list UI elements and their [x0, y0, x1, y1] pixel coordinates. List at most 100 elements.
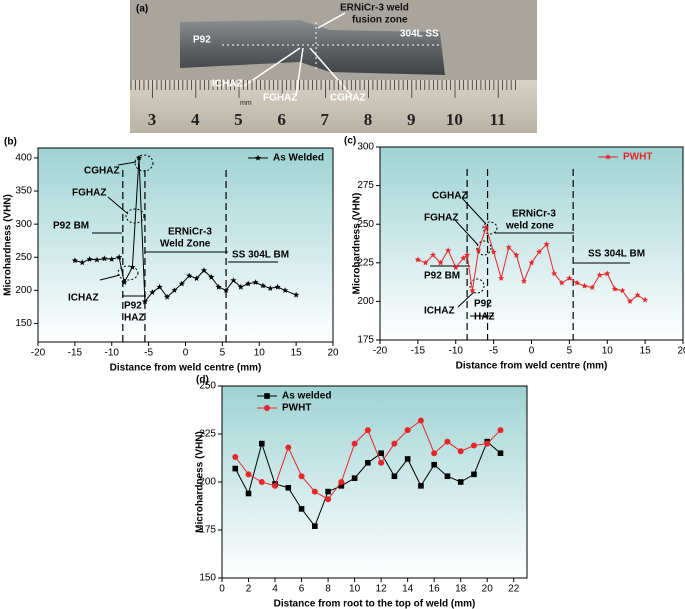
annotation-text: CGHAZ FGHAZ P92 BM ERNiCr-3 Weld Zone SS… — [53, 166, 645, 324]
legend-marker — [255, 154, 261, 161]
legend-marker — [605, 153, 611, 160]
annotations-c — [430, 197, 630, 317]
marker — [156, 283, 163, 290]
annotation: CGHAZ — [432, 191, 468, 202]
marker — [431, 450, 438, 457]
photo-text: CGHAZ — [330, 93, 366, 104]
marker — [378, 459, 385, 466]
y-tick-label: 400 — [15, 153, 32, 164]
marker — [171, 287, 178, 293]
marker — [200, 267, 207, 274]
x-tick-label: 0 — [183, 348, 189, 359]
panel-label: (c) — [344, 136, 356, 147]
y-tick-label: 225 — [357, 257, 374, 268]
zone-circle — [469, 278, 485, 294]
x-tick-label: -10 — [105, 348, 120, 359]
x-tick-label: 22 — [508, 584, 520, 595]
marker — [186, 272, 193, 279]
marker — [566, 275, 573, 281]
y-tick-label: 300 — [357, 142, 374, 153]
marker — [252, 279, 259, 285]
marker — [298, 473, 305, 480]
marker — [596, 272, 603, 278]
marker — [311, 488, 318, 495]
plot-area — [38, 148, 333, 342]
marker — [71, 257, 78, 264]
pointer — [243, 12, 353, 97]
y-axis-title: Microhardness (VHN) — [352, 193, 363, 295]
legend-label: As Welded — [273, 153, 324, 164]
y-tick-label: 275 — [357, 180, 374, 191]
marker — [457, 448, 464, 455]
specimen — [180, 20, 445, 75]
x-tick-label: 4 — [272, 584, 278, 595]
ruler-label: 10 — [446, 110, 463, 129]
marker — [325, 496, 332, 503]
marker — [391, 440, 398, 447]
marker — [178, 280, 185, 287]
marker — [475, 247, 482, 253]
ruler-label: 11 — [490, 110, 506, 129]
marker — [285, 484, 292, 491]
marker — [274, 283, 281, 290]
annotation: HAZ — [124, 313, 145, 324]
annotation: P92 BM — [53, 221, 89, 232]
x-tick-label: 6 — [299, 584, 305, 595]
marker — [149, 289, 156, 295]
marker — [136, 154, 143, 161]
annotation: SS 304L BM — [588, 249, 645, 260]
marker — [484, 440, 491, 447]
annotation: FGHAZ — [424, 213, 458, 224]
marker — [437, 259, 444, 266]
panel-label: (a) — [136, 4, 148, 15]
marker — [497, 450, 504, 456]
x-tick-label: -20 — [31, 348, 46, 359]
annotation: ERNiCr-3 — [168, 227, 212, 238]
marker — [460, 255, 467, 261]
x-tick-label: 20 — [482, 584, 494, 595]
annotation: CGHAZ — [84, 166, 120, 177]
y-tick-label: 200 — [199, 477, 216, 488]
marker — [634, 292, 641, 298]
marker — [483, 224, 490, 230]
marker — [505, 244, 512, 250]
marker — [293, 291, 300, 298]
x-tick-label: -15 — [411, 346, 426, 357]
y-tick-label: 200 — [357, 296, 374, 307]
marker — [101, 255, 108, 262]
marker — [121, 279, 128, 285]
marker — [215, 283, 222, 290]
y-axis-title: Microhardness (VHN) — [195, 431, 206, 533]
marker — [193, 275, 200, 281]
y-tick-label: 225 — [199, 429, 216, 440]
ruler — [130, 80, 537, 133]
photo-text: ERNiCr-3 weld — [340, 3, 409, 14]
marker — [391, 473, 398, 480]
y-axis-title: Microhardness (VHN) — [3, 194, 14, 296]
x-tick-label: 12 — [376, 584, 388, 595]
marker — [471, 471, 477, 478]
marker — [245, 280, 252, 287]
y-tick-label: 200 — [15, 285, 32, 296]
marker — [94, 256, 100, 263]
x-tick-label: 16 — [429, 584, 441, 595]
zone-circle — [482, 221, 498, 235]
y-tick-label: 250 — [199, 381, 216, 392]
y-tick-label: 350 — [15, 186, 32, 197]
marker — [414, 256, 421, 263]
marker — [285, 444, 292, 451]
marker — [259, 282, 266, 289]
x-tick-label: 0 — [219, 584, 225, 595]
x-axis-title: Distance from weld centre (mm) — [456, 361, 608, 372]
marker — [452, 264, 459, 270]
y-tick-label: 250 — [15, 252, 32, 263]
x-tick-label: 10 — [602, 346, 614, 357]
plot-area — [380, 147, 683, 340]
x-tick-label: 0 — [529, 346, 535, 357]
marker — [258, 479, 265, 485]
marker — [351, 440, 358, 447]
marker — [351, 475, 358, 481]
marker — [513, 251, 520, 258]
ruler-label: 8 — [364, 110, 373, 129]
marker — [230, 277, 237, 283]
